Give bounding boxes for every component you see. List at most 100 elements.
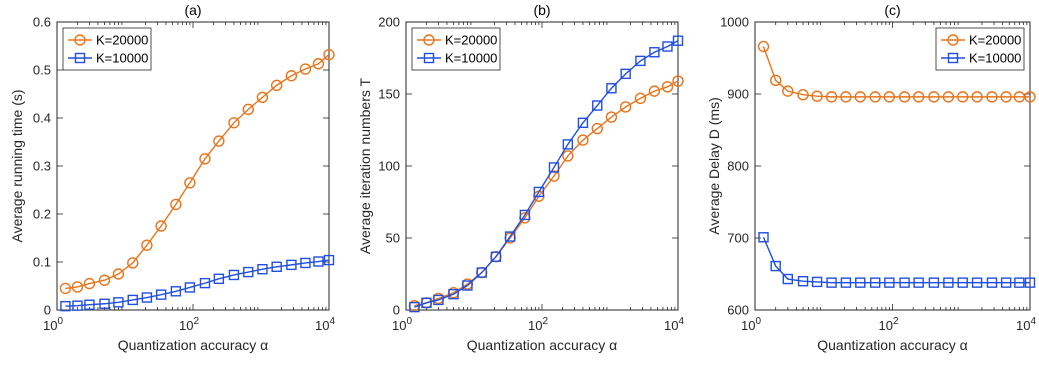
y-tick-label: 0.4 [33,111,51,126]
data-point-square [928,277,940,288]
data-point-square [421,297,432,308]
data-point-circle [59,282,72,295]
data-point-circle [619,101,632,113]
data-point-circle [562,150,574,162]
data-point-circle [83,277,96,290]
data-point-square [635,55,646,67]
data-point-circle [869,91,881,103]
legend-marker-circle [947,34,959,46]
data-point-circle [957,91,969,103]
x-axis-label: Quantization accuracy α [817,337,968,353]
legend: K=20000 K=10000 [935,27,1025,71]
y-tick-label: 150 [378,87,400,102]
y-tick-label: 800 [727,159,749,174]
x-tick-label: 102 [528,316,548,333]
data-point-square [127,294,138,306]
legend-marker-square [74,52,86,64]
y-tick-label: 100 [378,159,400,174]
data-point-circle [285,70,298,82]
panel-title: (a) [184,2,201,18]
data-point-circle [883,91,896,103]
y-tick-label: 1000 [720,15,749,30]
series-line-K=20000 [762,46,1030,98]
data-point-square [797,276,809,287]
data-point-square [490,251,502,262]
x-tick-label: 100 [392,316,412,333]
data-point-square [72,300,83,311]
data-point-square [60,300,71,312]
legend-label: K=20000 [969,33,1021,48]
data-point-square [811,276,823,288]
panel-title: (c) [884,2,900,18]
x-axis-label: Quantization accuracy α [118,337,269,353]
legend-marker-square [423,52,435,64]
data-point-square [672,35,684,46]
data-point-square [141,292,153,303]
data-point-circle [912,91,925,103]
y-tick-label: 0 [393,303,400,318]
data-point-square [855,277,866,288]
data-point-circle [98,274,111,286]
data-point-square [433,294,444,306]
data-point-square [113,297,124,308]
data-point-square [826,277,837,288]
data-point-circle [213,135,225,147]
data-point-circle [634,92,647,105]
y-axis-label: Average iteration numbers T [357,77,373,254]
data-point-square [884,277,895,288]
data-point-circle [170,198,182,211]
data-point-square [257,264,268,275]
legend-label: K=10000 [96,51,148,66]
data-point-square [533,186,545,198]
data-point-square [1014,277,1025,288]
data-point-circle [782,85,794,97]
legend: K=20000 K=10000 [411,27,501,71]
y-tick-label: 0.2 [33,207,51,222]
data-point-square [899,277,910,288]
legend-label: K=20000 [96,33,148,48]
legend-label: K=20000 [445,33,497,48]
data-point-square [782,273,794,285]
y-tick-label: 600 [727,303,749,318]
y-tick-label: 700 [727,231,749,246]
data-point-circle [811,90,823,102]
data-point-square [286,259,297,271]
y-tick-label: 900 [727,87,749,102]
data-point-square [504,231,516,242]
data-point-square [869,277,881,288]
data-point-circle [928,91,940,103]
data-point-square [170,286,182,297]
data-point-square [1024,277,1036,288]
data-point-square [649,47,660,58]
y-axis-label: Average running time (s) [9,89,25,242]
data-point-circle [199,153,211,165]
data-point-square [184,282,196,293]
data-point-square [271,261,282,272]
data-point-circle [769,74,782,87]
data-point-square [409,301,420,313]
data-point-circle [648,85,661,97]
data-point-square [99,298,110,309]
data-point-circle [757,40,770,53]
y-tick-label: 0.1 [33,255,51,270]
data-point-square [770,260,781,272]
y-tick-label: 0.6 [33,15,51,30]
x-tick-label: 102 [878,316,898,333]
data-point-circle [840,91,852,103]
data-point-circle [323,48,335,61]
data-point-square [662,41,673,52]
data-point-square [840,277,852,288]
data-point-circle [797,89,809,101]
data-point-square [300,257,311,269]
legend-label: K=10000 [969,51,1021,66]
data-point-square [448,288,459,300]
data-point-square [986,277,998,288]
x-tick-label: 104 [664,316,684,333]
data-point-circle [312,58,325,70]
data-point-circle [986,91,998,103]
data-point-circle [898,91,911,103]
x-tick-label: 100 [43,316,63,333]
data-point-circle [942,91,955,103]
x-tick-label: 102 [179,316,199,333]
data-point-circle [270,79,283,92]
